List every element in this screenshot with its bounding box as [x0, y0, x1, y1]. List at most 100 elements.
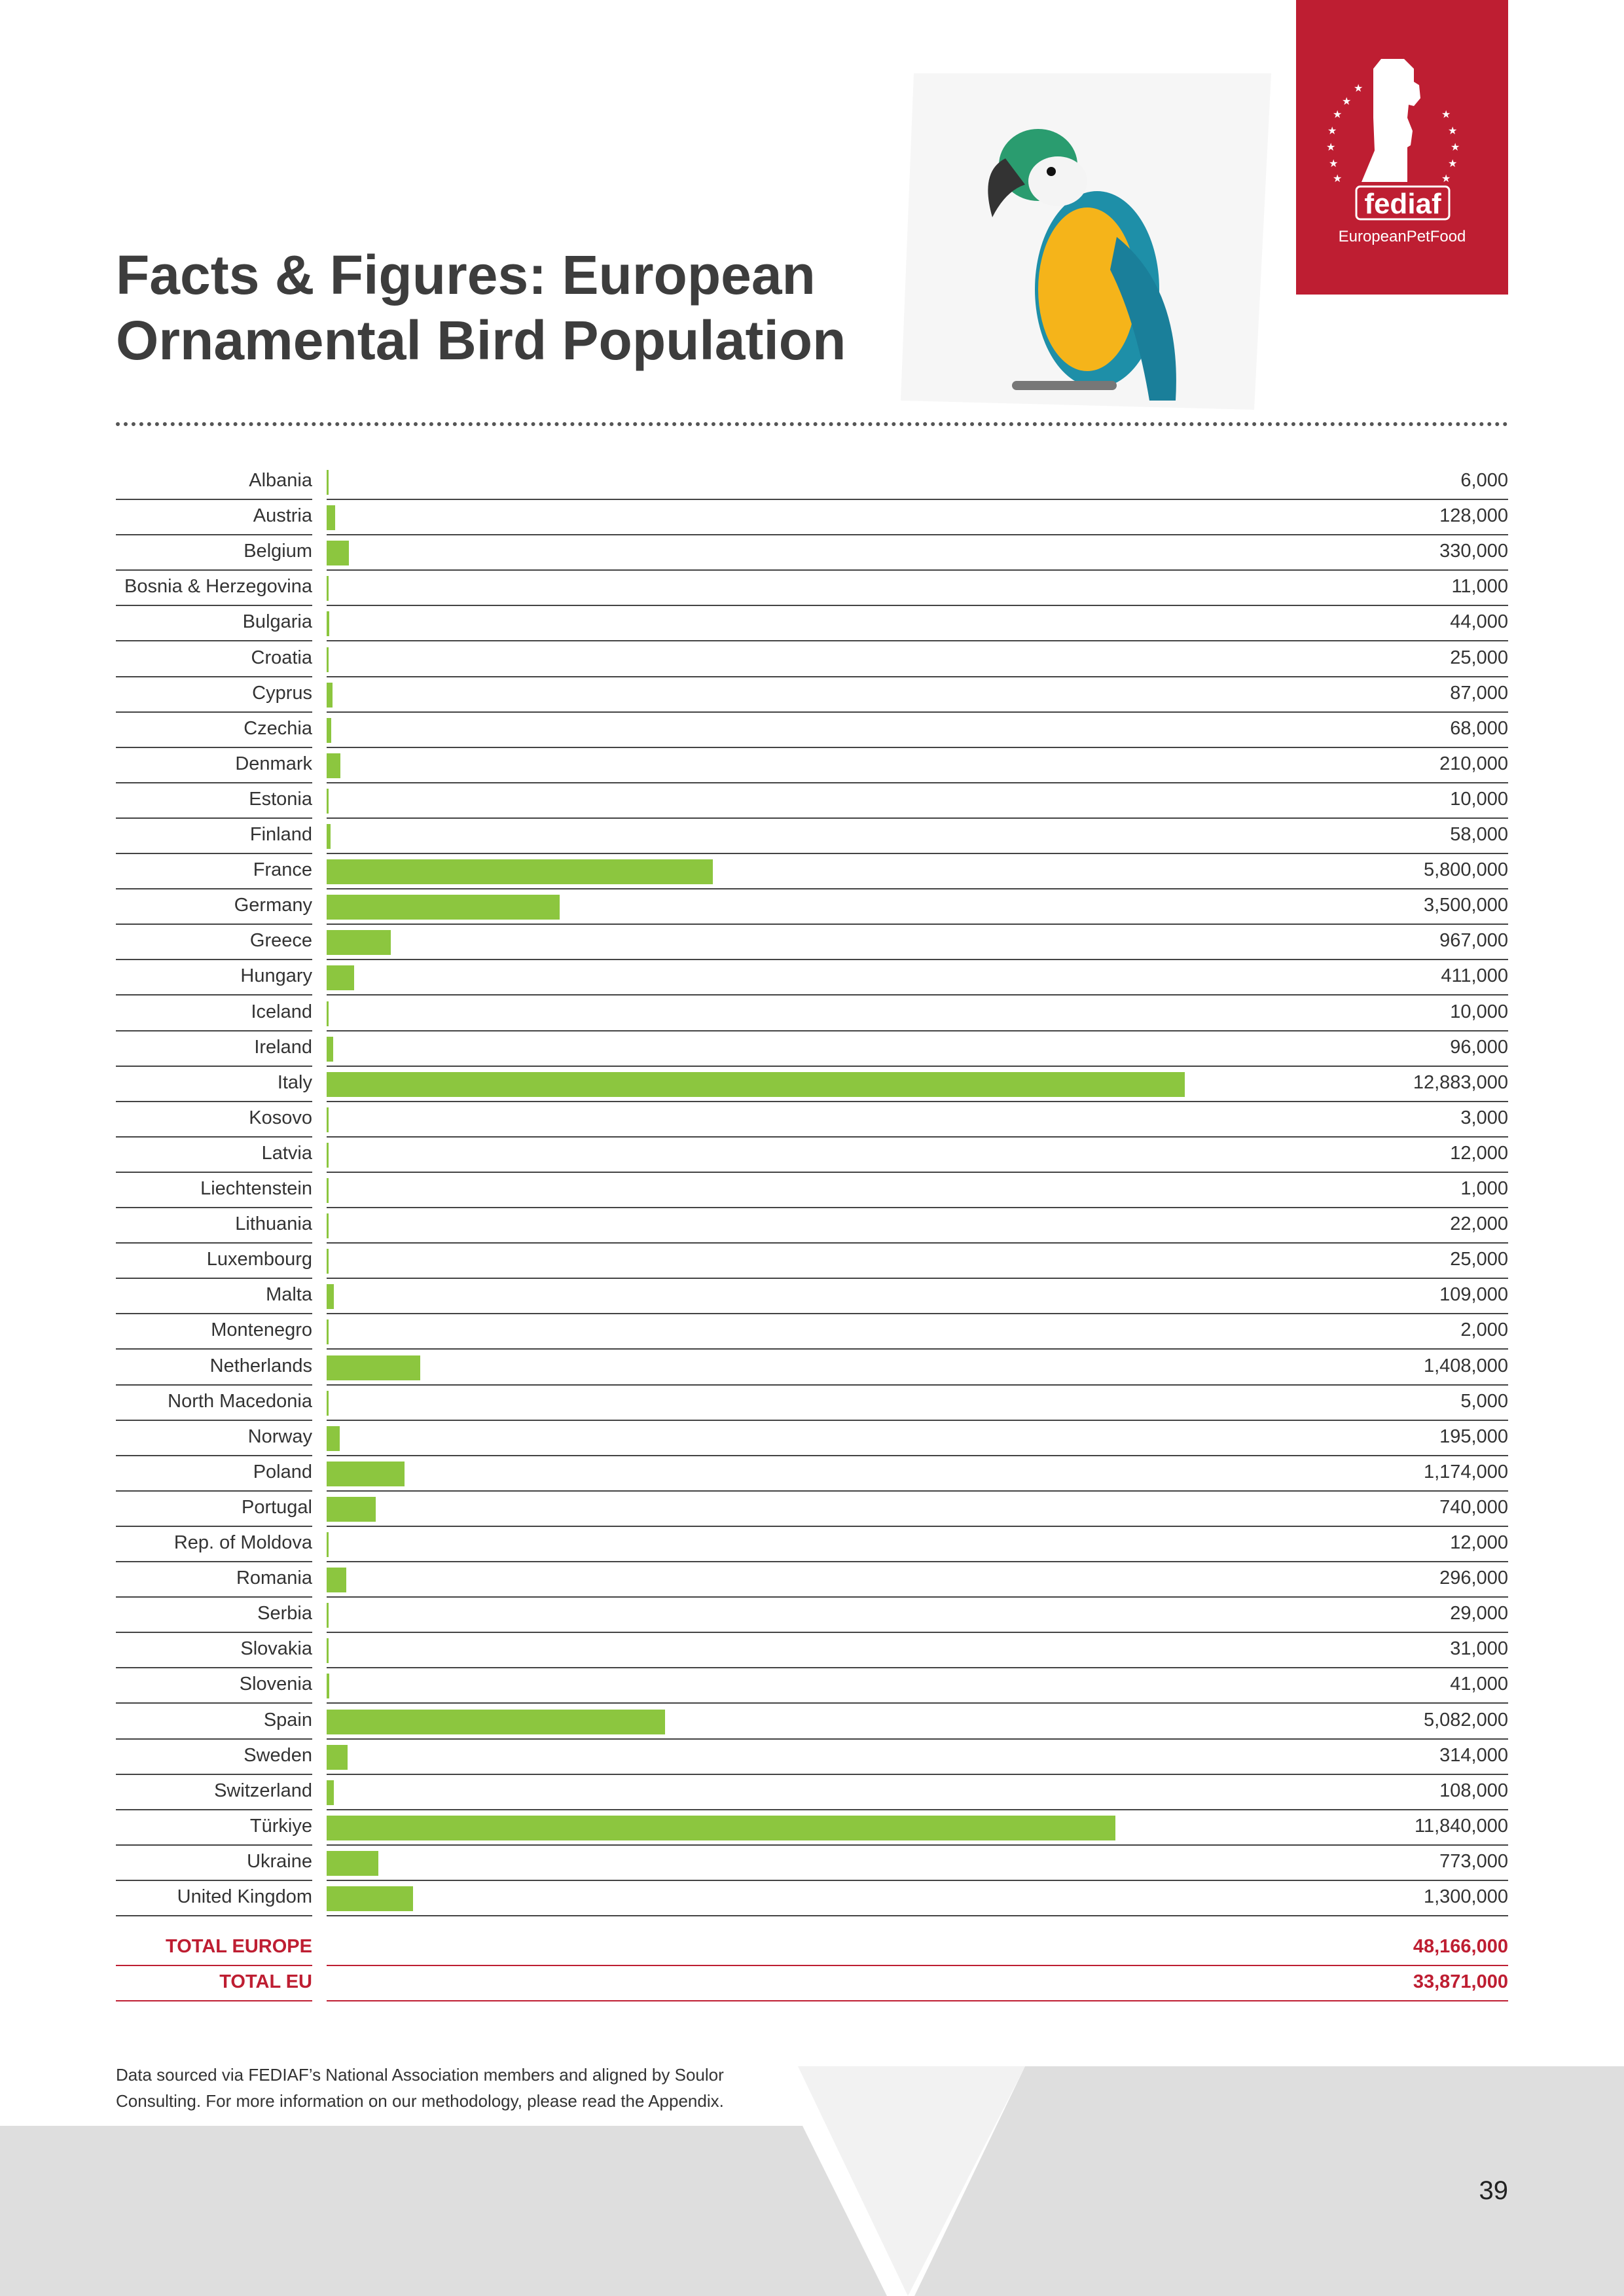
row-divider [116, 1596, 312, 1598]
row-divider [116, 1915, 312, 1916]
row-label: TOTAL EU [219, 1971, 312, 1992]
bar [327, 1744, 348, 1770]
row-divider [327, 746, 1508, 748]
svg-text:★: ★ [1448, 124, 1457, 137]
bar [327, 611, 330, 637]
row-divider [327, 1030, 1508, 1031]
row-label: Spain [263, 1709, 312, 1731]
bar [327, 1638, 329, 1664]
row-label: Slovenia [239, 1674, 312, 1695]
table-row: Kosovo 3,000 [116, 1102, 1508, 1138]
row-divider [327, 1596, 1508, 1598]
svg-text:★: ★ [1448, 157, 1457, 170]
row-divider [116, 1136, 312, 1138]
bar [327, 1213, 329, 1239]
row-value: 5,082,000 [1423, 1709, 1508, 1731]
table-row: Romania 296,000 [116, 1562, 1508, 1598]
svg-text:★: ★ [1333, 108, 1342, 120]
row-divider [327, 1702, 1508, 1704]
row-divider [116, 1278, 312, 1280]
row-divider [327, 1632, 1508, 1634]
bar [327, 1886, 414, 1911]
row-value: 48,166,000 [1413, 1936, 1508, 1957]
row-label: Croatia [251, 647, 313, 668]
row-label: Switzerland [214, 1780, 312, 1801]
row-divider [116, 853, 312, 854]
bar [327, 647, 329, 672]
row-value: 12,000 [1450, 1142, 1508, 1164]
row-divider [327, 2000, 1508, 2001]
fediaf-logo: ★ ★ ★ ★ ★ ★ ★ ★ ★ ★ ★ ★ fediaf EuropeanPetFood [1296, 0, 1508, 295]
svg-text:★: ★ [1329, 157, 1338, 170]
row-label: Belgium [244, 541, 312, 562]
row-value: 967,000 [1439, 930, 1508, 952]
row-divider [116, 1965, 312, 1966]
row-divider [327, 1207, 1508, 1208]
row-divider [327, 1136, 1508, 1138]
row-value: 195,000 [1439, 1426, 1508, 1447]
row-divider [327, 1965, 1508, 1966]
row-label: Cyprus [252, 682, 312, 704]
pets-emblem-icon: ★★★★ ★★★ ★★★★★ fediaf [1326, 59, 1460, 221]
bar [327, 753, 341, 778]
row-label: Montenegro [211, 1319, 312, 1341]
table-row: France 5,800,000 [116, 854, 1508, 890]
row-divider [327, 605, 1508, 607]
bar [327, 895, 560, 920]
row-divider [327, 853, 1508, 854]
table-row: Ukraine 773,000 [116, 1846, 1508, 1881]
row-label: Malta [266, 1284, 312, 1306]
row-label: Norway [247, 1426, 312, 1447]
row-value: 10,000 [1450, 1001, 1508, 1022]
row-divider [327, 959, 1508, 961]
row-value: 58,000 [1450, 824, 1508, 845]
table-row: Norway 195,000 [116, 1421, 1508, 1456]
row-divider [327, 888, 1508, 890]
bar [327, 1390, 329, 1416]
row-divider [116, 640, 312, 642]
row-label: Germany [234, 895, 312, 916]
row-label: Latvia [261, 1142, 312, 1164]
bar [327, 1249, 329, 1274]
row-label: Iceland [251, 1001, 312, 1022]
row-value: 128,000 [1439, 505, 1508, 527]
row-divider [116, 675, 312, 677]
row-divider [116, 781, 312, 783]
bar [327, 541, 349, 566]
row-divider [327, 499, 1508, 500]
row-label: Greece [249, 930, 312, 952]
bar [327, 1178, 329, 1203]
row-label: Lithuania [235, 1213, 312, 1235]
row-divider [327, 1667, 1508, 1669]
svg-text:★: ★ [1441, 172, 1451, 185]
row-value: 3,000 [1460, 1107, 1508, 1128]
row-value: 11,840,000 [1415, 1815, 1508, 1837]
row-divider [327, 1348, 1508, 1350]
table-row: Austria 128,000 [116, 500, 1508, 536]
row-value: 33,871,000 [1413, 1971, 1508, 1992]
row-value: 773,000 [1439, 1850, 1508, 1872]
row-divider [327, 1313, 1508, 1315]
bar [327, 1674, 330, 1699]
row-divider [116, 1384, 312, 1386]
bar [327, 1461, 405, 1486]
table-row: Serbia 29,000 [116, 1598, 1508, 1634]
row-divider [327, 781, 1508, 783]
table-row: Liechtenstein 1,000 [116, 1173, 1508, 1208]
row-label: Ukraine [247, 1850, 312, 1872]
row-divider [116, 499, 312, 500]
footnote: Data sourced via FEDIAF’s National Assoc… [116, 2065, 724, 2111]
table-row: United Kingdom 1,300,000 [116, 1881, 1508, 1916]
row-divider [116, 1844, 312, 1846]
row-value: 210,000 [1439, 753, 1508, 774]
row-label: TOTAL EUROPE [166, 1936, 312, 1957]
row-label: Rep. of Moldova [173, 1532, 312, 1553]
logo-tagline: EuropeanPetFood [1338, 228, 1466, 245]
table-row: Poland 1,174,000 [116, 1456, 1508, 1492]
table-row: Denmark 210,000 [116, 748, 1508, 783]
bar [327, 1532, 329, 1557]
bar [327, 859, 713, 885]
row-divider [327, 1454, 1508, 1456]
row-divider [327, 1844, 1508, 1846]
